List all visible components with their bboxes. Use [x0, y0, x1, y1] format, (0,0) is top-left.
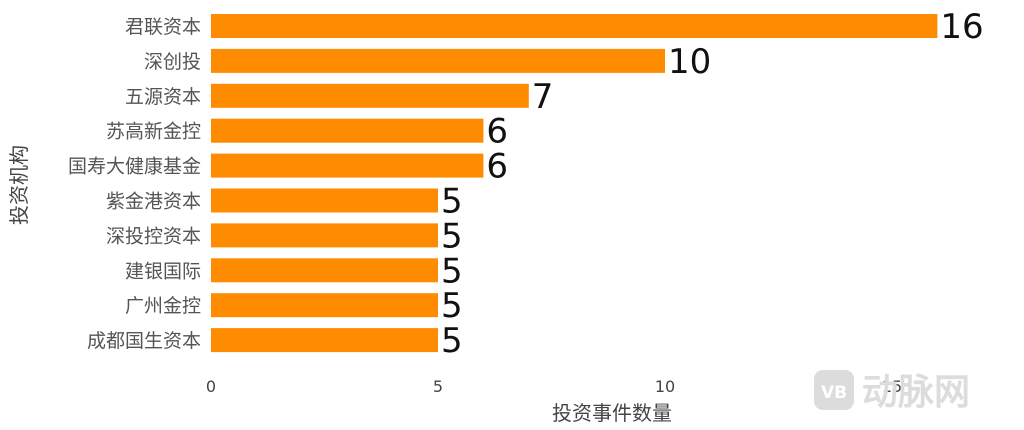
watermark-text: 动脉网 — [862, 372, 970, 413]
x-axis-label: 投资事件数量 — [552, 401, 672, 425]
value-label-0: 16 — [940, 7, 983, 47]
value-label-6: 5 — [441, 216, 463, 256]
bar-8 — [211, 293, 438, 318]
bar-2 — [211, 83, 529, 108]
category-label-6: 深投控资本 — [106, 225, 201, 247]
x-tick-0: 0 — [206, 377, 216, 396]
x-ticks-group: 0 5 10 15 — [206, 377, 902, 396]
value-label-4: 6 — [486, 147, 508, 187]
value-label-7: 5 — [441, 251, 463, 291]
category-label-3: 苏高新金控 — [106, 121, 201, 143]
watermark-logo-icon — [814, 370, 854, 410]
watermark: VB 动脉网 — [814, 370, 970, 413]
category-label-5: 紫金港资本 — [106, 191, 201, 213]
value-label-2: 7 — [532, 77, 554, 117]
x-tick-3: 15 — [882, 377, 902, 396]
category-labels-group: 君联资本深创投五源资本苏高新金控国寿大健康基金紫金港资本深投控资本建银国际广州金… — [68, 16, 201, 352]
bar-9 — [211, 328, 438, 353]
y-axis-label: 投资机构 — [7, 145, 31, 225]
value-label-1: 10 — [668, 42, 711, 82]
category-label-8: 广州金控 — [125, 295, 201, 317]
value-label-9: 5 — [441, 321, 463, 361]
bar-7 — [211, 258, 438, 283]
value-label-5: 5 — [441, 182, 463, 222]
bar-4 — [211, 153, 484, 178]
bar-1 — [211, 48, 665, 73]
bar-5 — [211, 188, 438, 213]
category-label-2: 五源资本 — [125, 86, 201, 108]
value-label-8: 5 — [441, 286, 463, 326]
bar-6 — [211, 223, 438, 248]
bar-0 — [211, 14, 938, 38]
category-label-1: 深创投 — [144, 51, 201, 73]
watermark-badge: VB — [821, 383, 847, 403]
value-label-3: 6 — [486, 112, 508, 152]
bars-group — [211, 14, 938, 353]
x-tick-1: 5 — [433, 377, 443, 396]
x-tick-2: 10 — [655, 377, 675, 396]
category-label-4: 国寿大健康基金 — [68, 156, 201, 178]
category-label-0: 君联资本 — [125, 16, 201, 38]
category-label-7: 建银国际 — [125, 260, 201, 282]
bar-3 — [211, 118, 484, 143]
category-label-9: 成都国生资本 — [87, 330, 201, 352]
